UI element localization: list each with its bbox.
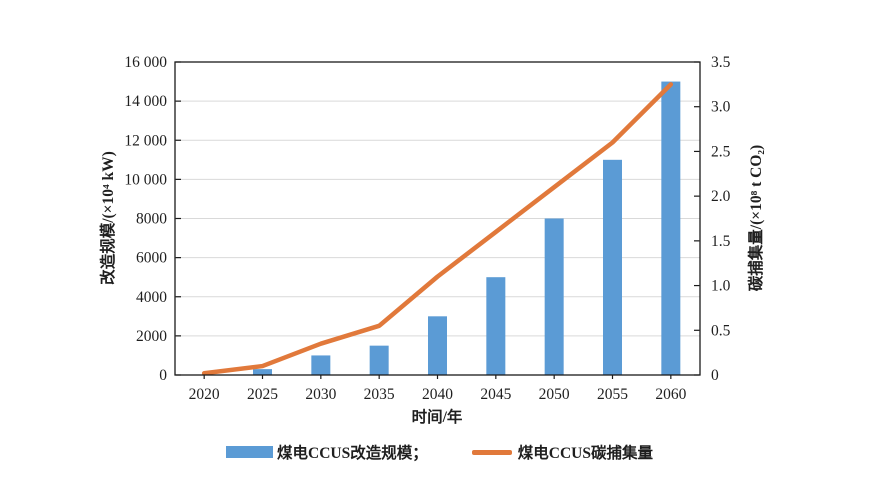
left-tick-label: 2000 xyxy=(136,328,167,345)
left-tick-label: 16 000 xyxy=(124,54,167,71)
bar-2030 xyxy=(311,355,331,375)
x-axis-title: 时间/年 xyxy=(411,409,463,426)
bar-2050 xyxy=(544,218,564,375)
right-tick-label: 2.5 xyxy=(711,143,731,160)
x-tick-label: 2030 xyxy=(305,386,336,403)
bar-2035 xyxy=(369,345,389,375)
left-tick-label: 4000 xyxy=(136,289,167,306)
legend-label-retrofit-scale: 煤电CCUS改造规模； xyxy=(277,445,428,462)
left-tick-label: 8000 xyxy=(136,211,167,228)
left-tick-label: 10 000 xyxy=(124,171,167,188)
bar-2055 xyxy=(603,159,622,375)
right-tick-label: 1.0 xyxy=(711,278,731,295)
x-tick-label: 2035 xyxy=(364,386,395,403)
right-tick-label: 3.0 xyxy=(711,99,731,116)
legend: 煤电CCUS改造规模； 煤电CCUS碳捕集量 xyxy=(0,441,879,463)
legend-label-capture-amount: 煤电CCUS碳捕集量 xyxy=(517,445,653,462)
capture-line xyxy=(201,82,674,376)
right-tick-label: 0 xyxy=(711,367,719,384)
left-tick-label: 14 000 xyxy=(124,93,167,110)
bar-2040 xyxy=(428,316,447,375)
right-tick-label: 1.5 xyxy=(711,233,731,250)
left-tick-label: 6000 xyxy=(136,250,167,267)
legend-item-capture-amount: 煤电CCUS碳捕集量 xyxy=(471,441,653,463)
left-tick-label: 12 000 xyxy=(124,132,167,149)
right-axis-title: 碳捕集量/(×10⁸ t CO₂) xyxy=(748,144,765,292)
x-tick-label: 2060 xyxy=(655,386,686,403)
line-series-swatch-icon xyxy=(471,449,512,455)
x-tick-label: 2040 xyxy=(422,386,453,403)
bar-series-swatch-icon xyxy=(226,446,274,458)
x-tick-label: 2050 xyxy=(539,386,570,403)
bar-2025 xyxy=(253,369,272,375)
right-tick-label: 0.5 xyxy=(711,322,731,339)
x-tick-label: 2045 xyxy=(480,386,511,403)
bar-2045 xyxy=(486,277,506,375)
x-tick-label: 2055 xyxy=(597,386,628,403)
legend-item-retrofit-scale: 煤电CCUS改造规模； xyxy=(226,441,428,463)
left-axis-title: 改造规模/(×10⁴ kW) xyxy=(100,151,117,285)
x-tick-label: 2025 xyxy=(247,386,278,403)
x-tick-label: 2020 xyxy=(189,386,220,403)
right-tick-label: 3.5 xyxy=(711,54,731,71)
left-tick-label: 0 xyxy=(159,367,167,384)
bar-2060 xyxy=(661,81,681,375)
right-tick-label: 2.0 xyxy=(711,188,731,205)
